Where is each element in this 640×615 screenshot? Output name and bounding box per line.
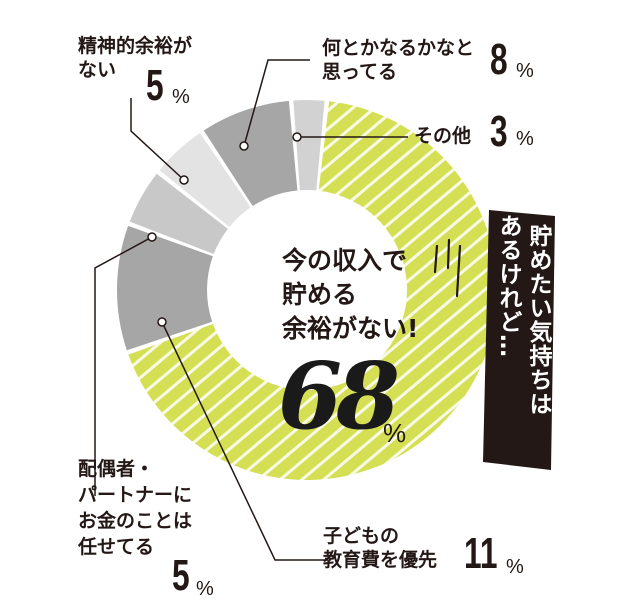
label-seishin-line-1: 精神的余裕が xyxy=(78,35,193,57)
label-haiguusha: 配偶者・ パートナーに お金のことは 任せてる xyxy=(78,456,192,560)
label-haiguusha-line-4: 任せてる xyxy=(78,536,155,558)
unit-seishin: % xyxy=(172,86,190,108)
center-value: 68 xyxy=(278,342,400,450)
center-line-1: 今の収入で xyxy=(282,246,408,275)
unit-haiguusha: % xyxy=(196,578,214,600)
unit-sonota: % xyxy=(516,128,534,150)
slice-manage xyxy=(203,100,298,207)
label-kodomo-line-2: 教育費を優先 xyxy=(323,549,438,571)
slice-mental xyxy=(159,133,251,227)
side-note-line-1: 貯めたい気持ちは xyxy=(525,224,551,416)
value-nantoka: 8 xyxy=(490,35,508,84)
center-label: 今の収入で 貯める 余裕がない! xyxy=(282,244,418,346)
value-kodomo: 11 xyxy=(464,529,498,578)
side-note: 貯めたい気持ちは あるけれど… xyxy=(483,210,555,470)
center-unit: % xyxy=(383,418,407,448)
label-sonota-line-1: その他 xyxy=(414,125,472,147)
value-haiguusha: 5 xyxy=(172,551,190,600)
label-kodomo: 子どもの 教育費を優先 xyxy=(323,524,437,572)
side-note-line-2: あるけれど… xyxy=(495,214,521,358)
label-haiguusha-line-2: パートナーに xyxy=(78,484,193,506)
value-sonota: 3 xyxy=(490,107,508,156)
label-haiguusha-line-3: お金のことは xyxy=(78,510,193,532)
label-seishin-line-2: ない xyxy=(78,59,117,81)
slice-education xyxy=(116,225,213,351)
slice-partner xyxy=(129,173,228,255)
label-nantoka: 何とかなるかなと 思ってる xyxy=(322,36,474,84)
slice-no-room xyxy=(128,101,498,480)
hand-marks xyxy=(433,238,462,298)
value-seishin: 5 xyxy=(146,61,164,110)
center-line-2: 貯める xyxy=(282,280,358,309)
label-nantoka-line-2: 思ってる xyxy=(322,61,398,83)
label-sonota: その他 xyxy=(414,124,471,148)
unit-nantoka: % xyxy=(516,60,534,82)
center-line-3: 余裕がない! xyxy=(282,314,419,343)
slice-other xyxy=(293,99,325,191)
label-haiguusha-line-1: 配偶者・ xyxy=(78,458,155,480)
unit-kodomo: % xyxy=(506,556,524,578)
label-nantoka-line-1: 何とかなるかなと xyxy=(322,37,475,59)
label-kodomo-line-1: 子どもの xyxy=(323,525,400,547)
label-seishin: 精神的余裕が ない xyxy=(78,34,192,82)
